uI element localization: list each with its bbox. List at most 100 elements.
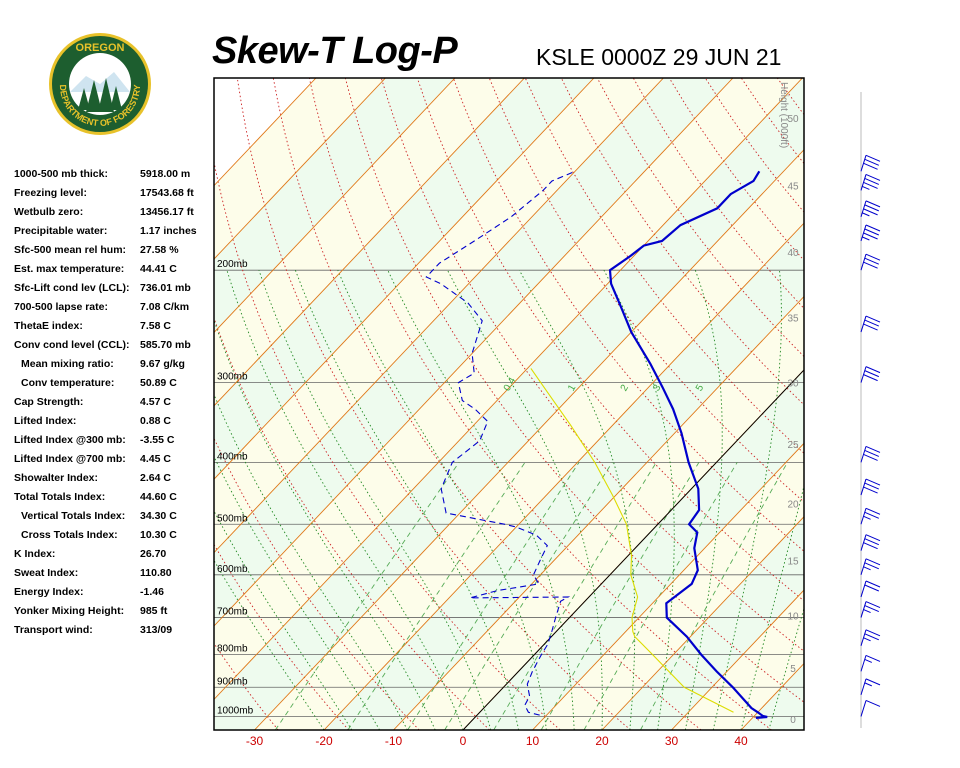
index-label: Conv cond level (CCL): xyxy=(14,339,130,351)
wind-barb-staff xyxy=(860,580,867,598)
wind-barb xyxy=(860,558,881,575)
wind-barb-flag xyxy=(865,507,881,515)
index-value: -1.46 xyxy=(140,586,164,598)
height-tick-label: 25 xyxy=(787,440,799,451)
isotherm-line xyxy=(323,222,804,730)
wind-barb-flag xyxy=(864,319,879,327)
wind-barb-flag xyxy=(863,515,871,520)
wind-barb-flag xyxy=(864,482,879,490)
dry-adiabat xyxy=(524,78,804,454)
parcel-trace xyxy=(530,368,734,713)
moist-adiabat xyxy=(740,484,804,730)
wind-barb-staff xyxy=(860,446,867,463)
moist-adiabats xyxy=(214,269,804,730)
wind-barb-flag xyxy=(864,562,879,570)
wind-barb xyxy=(860,507,881,525)
index-value: 7.58 C xyxy=(140,320,171,332)
height-tick-label: 35 xyxy=(787,313,799,324)
index-value: 736.01 mb xyxy=(140,282,191,294)
wind-barb-flag xyxy=(865,253,881,261)
index-value: 27.58 % xyxy=(140,244,179,256)
wind-barb-flag xyxy=(863,637,871,642)
wind-barb-staff xyxy=(860,366,867,383)
temperature-tick-label: 20 xyxy=(595,734,609,748)
index-row: Sweat Index: 110.80 xyxy=(14,567,214,586)
wind-barb-staff xyxy=(860,534,867,551)
temperature-trace xyxy=(608,170,768,719)
wind-barb-flag xyxy=(863,181,878,189)
wind-barb-flag xyxy=(863,566,871,571)
wind-barb-flag xyxy=(863,374,878,382)
isotherm-line xyxy=(254,149,804,730)
temperature-bands xyxy=(214,78,804,730)
isotherm-lines xyxy=(214,78,960,730)
index-label: Sweat Index: xyxy=(14,567,79,579)
index-value: 17543.68 ft xyxy=(140,187,194,199)
index-value: 44.60 C xyxy=(140,491,177,503)
wind-barb xyxy=(860,253,881,271)
wind-barb xyxy=(860,700,881,717)
pressure-label: 400mb xyxy=(217,451,248,462)
isotherm-line xyxy=(671,589,804,730)
wind-barb xyxy=(860,629,881,646)
plot-frame xyxy=(213,77,805,731)
oregon-dept-forestry-logo: OREGON DEPARTMENT OF FORESTRY xyxy=(49,33,151,135)
moist-adiabat xyxy=(447,269,603,730)
moist-adiabat xyxy=(214,319,436,730)
wind-barb-flag xyxy=(864,370,879,378)
height-tick-label: 20 xyxy=(787,500,799,511)
dry-adiabat xyxy=(214,159,561,730)
mixing-ratio-label: 5 xyxy=(694,383,707,394)
wind-barb-staff xyxy=(860,254,867,271)
wind-barb xyxy=(860,366,881,383)
wind-barb-flag xyxy=(865,224,881,232)
index-row: 700-500 lapse rate: 7.08 C/km xyxy=(14,301,214,320)
index-value: 34.30 C xyxy=(140,510,177,522)
height-tick-label: 0 xyxy=(790,715,796,726)
wind-barb xyxy=(860,445,881,463)
wind-barb-flag xyxy=(865,200,881,208)
index-row: Lifted Index @700 mb: 4.45 C xyxy=(14,453,214,472)
index-label: Showalter Index: xyxy=(14,472,99,484)
height-tick-label: 50 xyxy=(787,114,799,125)
wind-barb-flag xyxy=(865,315,881,323)
wind-barbs xyxy=(860,154,881,717)
wind-barb xyxy=(860,478,881,496)
wind-barb xyxy=(860,654,881,672)
wind-barb-flag xyxy=(862,185,870,190)
height-tick-label: 45 xyxy=(787,182,799,193)
wind-barb-staff xyxy=(860,315,867,333)
index-row: Sfc-Lift cond lev (LCL): 736.01 mb xyxy=(14,282,214,301)
temperature-tick-label: -30 xyxy=(246,734,264,748)
dry-adiabats xyxy=(18,78,804,730)
index-value: 110.80 xyxy=(140,567,172,579)
pressure-label: 900mb xyxy=(217,676,248,687)
pressure-label: 600mb xyxy=(217,564,248,575)
wind-barb-flag xyxy=(863,232,878,240)
index-row: Energy Index: -1.46 xyxy=(14,586,214,605)
dry-adiabat xyxy=(18,78,208,730)
index-label: Sfc-Lift cond lev (LCL): xyxy=(14,282,130,294)
index-value: 4.45 C xyxy=(140,453,171,465)
wind-barb xyxy=(860,173,881,191)
wind-barb-staff xyxy=(860,478,867,496)
index-label: Sfc-500 mean rel hum: xyxy=(14,244,127,256)
index-label: Conv temperature: xyxy=(21,377,115,389)
index-row: Freezing level: 17543.68 ft xyxy=(14,187,214,206)
wind-barb xyxy=(860,315,881,333)
wind-barb-flag xyxy=(862,236,870,241)
wind-barb xyxy=(860,601,881,618)
moist-adiabat xyxy=(294,270,520,730)
wind-barb-flag xyxy=(863,542,878,550)
wind-barb-flag xyxy=(864,158,879,166)
wind-barb xyxy=(860,678,881,696)
index-row: Sfc-500 mean rel hum: 27.58 % xyxy=(14,244,214,263)
sounding-traces xyxy=(425,170,768,719)
isotherm-line xyxy=(880,78,960,730)
wind-barb-flag xyxy=(864,584,879,592)
pressure-label: 300mb xyxy=(217,372,248,383)
height-axis-title: Height (1000ft) xyxy=(778,82,789,148)
index-row: Yonker Mixing Height: 985 ft xyxy=(14,605,214,624)
index-row: Precipitable water: 1.17 inches xyxy=(14,225,214,244)
